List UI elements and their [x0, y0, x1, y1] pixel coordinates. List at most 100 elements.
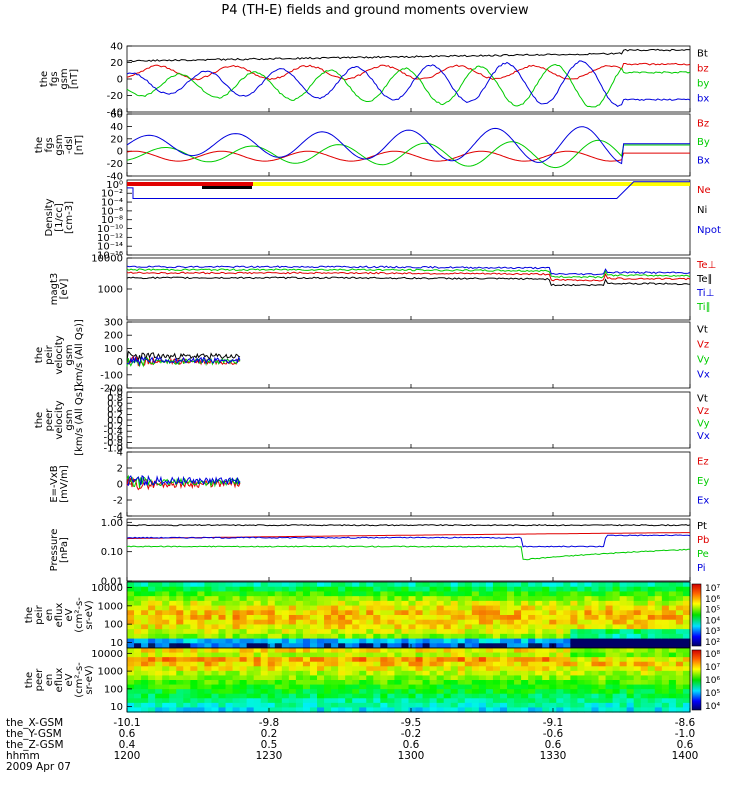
colorbar-tick-label: 10³ — [705, 627, 720, 637]
heatmap-cell — [366, 610, 374, 616]
panel-frame — [126, 391, 691, 449]
heatmap-cell — [514, 670, 522, 677]
y-tick-label: 10000 — [91, 649, 123, 660]
heatmap-cell — [478, 680, 487, 686]
heatmap-cell — [324, 675, 332, 681]
heatmap-cell — [485, 619, 494, 626]
heatmap-cell — [218, 657, 227, 663]
heatmap-cell — [478, 615, 487, 621]
heatmap-cell — [211, 638, 220, 644]
heatmap-cell — [457, 698, 466, 704]
heatmap-cell — [612, 586, 621, 593]
heatmap-cell — [598, 698, 607, 704]
heatmap-cell — [134, 600, 142, 607]
heatmap-cell — [640, 582, 649, 588]
heatmap-cell — [570, 648, 578, 654]
heatmap-cell — [626, 684, 635, 690]
heatmap-cell — [380, 633, 388, 640]
heatmap-cell — [190, 661, 198, 667]
heatmap-cell — [232, 624, 241, 630]
heatmap-cell — [309, 638, 318, 644]
heatmap-cell — [668, 666, 677, 672]
heatmap-cell — [239, 702, 248, 709]
heatmap-cell — [162, 633, 170, 640]
heatmap-cell — [267, 582, 276, 588]
heatmap-cell — [345, 633, 353, 640]
heatmap-cell — [443, 698, 452, 704]
heatmap-cell — [204, 596, 213, 602]
heatmap-cell — [309, 619, 318, 626]
heatmap-cell — [288, 629, 297, 635]
heatmap-cell — [225, 629, 234, 635]
heatmap-cell — [507, 693, 515, 699]
heatmap-cell — [134, 661, 142, 667]
heatmap-cell — [668, 689, 677, 695]
heatmap-cell — [521, 582, 529, 588]
heatmap-cell — [218, 661, 227, 667]
heatmap-cell — [591, 582, 600, 588]
heatmap-cell — [542, 638, 550, 644]
heatmap-cell — [577, 624, 586, 630]
heatmap-cell — [211, 629, 220, 635]
heatmap-cell — [401, 657, 410, 663]
heatmap-cell — [239, 643, 248, 649]
heatmap-cell — [457, 684, 466, 690]
heatmap-cell — [535, 596, 543, 602]
heatmap-cell — [633, 657, 642, 663]
heatmap-cell — [443, 586, 452, 593]
heatmap-cell — [352, 605, 360, 611]
heatmap-cell — [633, 707, 642, 713]
heatmap-cell — [577, 605, 586, 611]
heatmap-cell — [190, 610, 198, 616]
heatmap-cell — [450, 629, 459, 635]
heatmap-cell — [654, 661, 663, 667]
heatmap-cell — [155, 693, 163, 699]
heatmap-cell — [485, 707, 494, 713]
heatmap-cell — [211, 643, 220, 649]
heatmap-cell — [570, 586, 578, 593]
heatmap-cell — [246, 629, 255, 635]
heatmap-cell — [499, 600, 508, 607]
y-axis-title: [1/cc] — [54, 203, 65, 232]
heatmap-cell — [169, 707, 177, 713]
heatmap-cell — [408, 702, 417, 709]
heatmap-cell — [457, 675, 466, 681]
heatmap-cell — [253, 629, 262, 635]
heatmap-cell — [162, 619, 170, 626]
heatmap-cell — [528, 600, 536, 607]
heatmap-cell — [295, 702, 304, 709]
heatmap-cell — [499, 615, 508, 621]
heatmap-cell — [577, 629, 586, 635]
heatmap-cell — [366, 707, 374, 713]
heatmap-cell — [682, 586, 691, 593]
y-axis-title: Pressure — [49, 529, 60, 572]
heatmap-cell — [338, 629, 346, 635]
heatmap-cell — [225, 684, 234, 690]
heatmap-cell — [190, 689, 198, 695]
heatmap-cell — [514, 648, 522, 654]
heatmap-cell — [514, 615, 522, 621]
heatmap-cell — [654, 702, 663, 709]
heatmap-cell — [542, 610, 550, 616]
heatmap-cell — [267, 633, 276, 640]
legend-Pi: Pi — [697, 563, 706, 574]
legend-Pb: Pb — [697, 535, 709, 546]
heatmap-cell — [492, 652, 501, 658]
heatmap-cell — [232, 633, 241, 640]
heatmap-cell — [429, 657, 438, 663]
heatmap-cell — [654, 643, 663, 649]
heatmap-cell — [464, 586, 473, 593]
heatmap-cell — [394, 652, 403, 658]
heatmap-cell — [485, 615, 494, 621]
colorbar-gradient — [691, 583, 702, 647]
heatmap-cell — [485, 610, 494, 616]
heatmap-cell — [521, 624, 529, 630]
heatmap-cell — [401, 680, 410, 686]
heatmap-cell — [162, 670, 170, 677]
heatmap-cell — [682, 605, 691, 611]
heatmap-cell — [246, 693, 255, 699]
heatmap-cell — [204, 600, 213, 607]
y-tick-label: 40 — [110, 122, 123, 133]
heatmap-cell — [317, 638, 325, 644]
